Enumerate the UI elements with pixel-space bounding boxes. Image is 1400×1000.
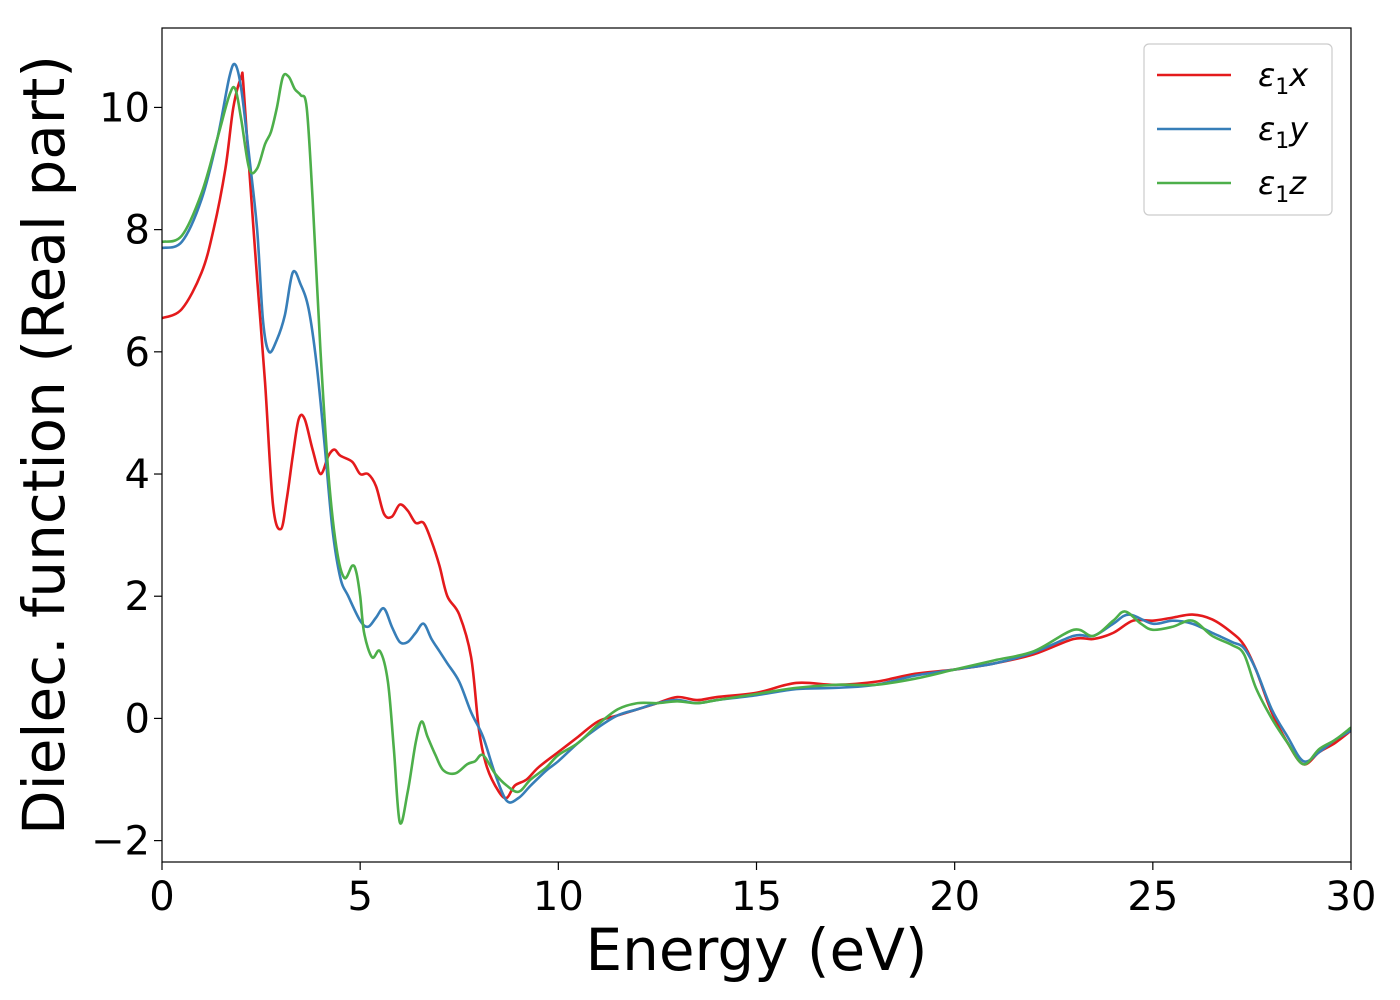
x-tick-label: 20 [929,874,980,920]
x-tick-label: 0 [149,874,174,920]
y-axis-label: Dielec. function (Real part) [10,55,78,835]
x-axis-ticks: 0 5 10 15 20 25 30 [149,862,1376,920]
x-tick-label: 30 [1326,874,1377,920]
legend-box [1143,43,1333,216]
legend: ε1x ε1y ε1z [1143,43,1333,216]
y-tick-label: 4 [125,452,150,498]
y-tick-label: 0 [125,696,150,742]
y-tick-label: −2 [91,819,150,865]
y-tick-label: 8 [125,208,150,254]
y-axis-ticks: −2 0 2 4 6 8 10 [91,85,162,865]
legend-label-x: ε1x [1258,56,1309,100]
series-line-x [162,71,1351,800]
series-line-y [162,62,1351,804]
y-tick-label: 10 [99,85,150,131]
series-layer [162,62,1351,825]
series-line-z [162,72,1351,825]
x-tick-label: 5 [347,874,372,920]
legend-label-y: ε1y [1258,110,1309,154]
x-tick-label: 15 [731,874,782,920]
x-axis-label: Energy (eV) [585,916,927,984]
x-tick-label: 10 [533,874,584,920]
x-tick-label: 25 [1127,874,1178,920]
legend-label-z: ε1z [1258,164,1307,208]
y-tick-label: 2 [125,574,150,620]
y-tick-label: 6 [125,330,150,376]
